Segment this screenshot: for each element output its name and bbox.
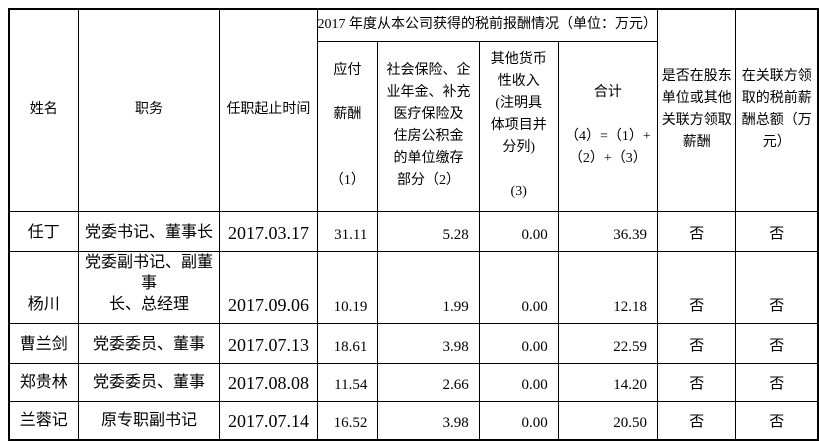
table-header-row-2: 应付 薪酬 （1） 社会保险、企 业年金、补充 医疗保险及 住房公积金 的单位缴… bbox=[9, 40, 818, 212]
cell-position: 党委委员、董事 bbox=[77, 362, 221, 402]
header-term: 任职起止时间 bbox=[219, 8, 318, 212]
cell-term: 2017.07.13 bbox=[219, 322, 318, 364]
cell-term: 2017.03.17 bbox=[219, 210, 318, 252]
cell-shareholder: 否 bbox=[656, 400, 737, 441]
table-row: 兰蓉记 原专职副书记 2017.07.14 16.52 3.98 0.00 20… bbox=[8, 400, 819, 441]
header-name: 姓名 bbox=[8, 8, 79, 212]
cell-position: 党委书记、董事长 bbox=[77, 210, 221, 252]
table-row: 杨川 党委副书记、副董事 长、总经理 2017.09.06 10.19 1.99… bbox=[8, 250, 819, 324]
cell-shareholder: 否 bbox=[656, 362, 737, 402]
table-row: 郑贵林 党委委员、董事 2017.08.08 11.54 2.66 0.00 1… bbox=[8, 362, 819, 402]
cell-social: 2.66 bbox=[377, 362, 480, 402]
cell-payable: 31.11 bbox=[316, 210, 379, 252]
cell-other: 0.00 bbox=[478, 322, 559, 364]
cell-name: 任丁 bbox=[8, 210, 79, 252]
cell-term: 2017.07.14 bbox=[219, 400, 318, 441]
cell-other: 0.00 bbox=[478, 210, 559, 252]
cell-other: 0.00 bbox=[478, 400, 559, 441]
table-row: 曹兰剑 党委委员、董事 2017.07.13 18.61 3.98 0.00 2… bbox=[8, 322, 819, 364]
header-other-income: 其他货币 性收入 (注明具 体项目并 分列) (3) bbox=[478, 40, 559, 212]
cell-social: 1.99 bbox=[377, 250, 480, 324]
cell-name: 曹兰剑 bbox=[8, 322, 79, 364]
cell-name: 郑贵林 bbox=[8, 362, 79, 402]
cell-total: 12.18 bbox=[557, 250, 659, 324]
cell-other: 0.00 bbox=[478, 250, 559, 324]
header-comp-group-title: 2017 年度从本公司获得的税前报酬情况（单位：万元） bbox=[316, 8, 658, 42]
cell-shareholder: 否 bbox=[656, 322, 737, 364]
header-position: 职务 bbox=[77, 8, 221, 212]
cell-term: 2017.09.06 bbox=[219, 250, 318, 324]
cell-payable: 11.54 bbox=[316, 362, 379, 402]
cell-total: 36.39 bbox=[557, 210, 659, 252]
cell-social: 3.98 bbox=[377, 400, 480, 441]
header-social-insurance: 社会保险、企 业年金、补充 医疗保险及 住房公积金 的单位缴存 部分（2） bbox=[377, 40, 480, 212]
cell-payable: 16.52 bbox=[316, 400, 379, 441]
header-related-party-pay: 在关联方领 取的税前薪 酬总额（万 元） bbox=[735, 8, 819, 212]
header-shareholder-pay: 是否在股东 单位或其他 关联方领取 薪酬 bbox=[656, 8, 737, 212]
cell-related: 否 bbox=[735, 362, 819, 402]
cell-position: 党委委员、董事 bbox=[77, 322, 221, 364]
table-row: 任丁 党委书记、董事长 2017.03.17 31.11 5.28 0.00 3… bbox=[8, 210, 819, 252]
cell-total: 14.20 bbox=[557, 362, 659, 402]
cell-related: 否 bbox=[735, 322, 819, 364]
cell-position: 党委副书记、副董事 长、总经理 bbox=[77, 250, 221, 324]
cell-term: 2017.08.08 bbox=[219, 362, 318, 402]
cell-shareholder: 否 bbox=[656, 250, 737, 324]
cell-related: 否 bbox=[735, 210, 819, 252]
cell-other: 0.00 bbox=[478, 362, 559, 402]
header-total: 合计 （4）=（1）+ （2）+（3） bbox=[557, 40, 659, 212]
cell-position: 原专职副书记 bbox=[77, 400, 221, 441]
header-payable-salary: 应付 薪酬 （1） bbox=[316, 40, 379, 212]
cell-social: 3.98 bbox=[377, 322, 480, 364]
cell-name: 兰蓉记 bbox=[8, 400, 79, 441]
table-header-row-1: 姓名 职务 任职起止时间 2017 年度从本公司获得的税前报酬情况（单位：万元）… bbox=[8, 8, 819, 212]
cell-payable: 18.61 bbox=[316, 322, 379, 364]
compensation-table: 姓名 职务 任职起止时间 2017 年度从本公司获得的税前报酬情况（单位：万元）… bbox=[8, 8, 819, 441]
cell-social: 5.28 bbox=[377, 210, 480, 252]
cell-payable: 10.19 bbox=[316, 250, 379, 324]
cell-total: 20.50 bbox=[557, 400, 659, 441]
cell-shareholder: 否 bbox=[656, 210, 737, 252]
cell-name: 杨川 bbox=[8, 250, 79, 324]
cell-related: 否 bbox=[735, 400, 819, 441]
cell-related: 否 bbox=[735, 250, 819, 324]
cell-total: 22.59 bbox=[557, 322, 659, 364]
